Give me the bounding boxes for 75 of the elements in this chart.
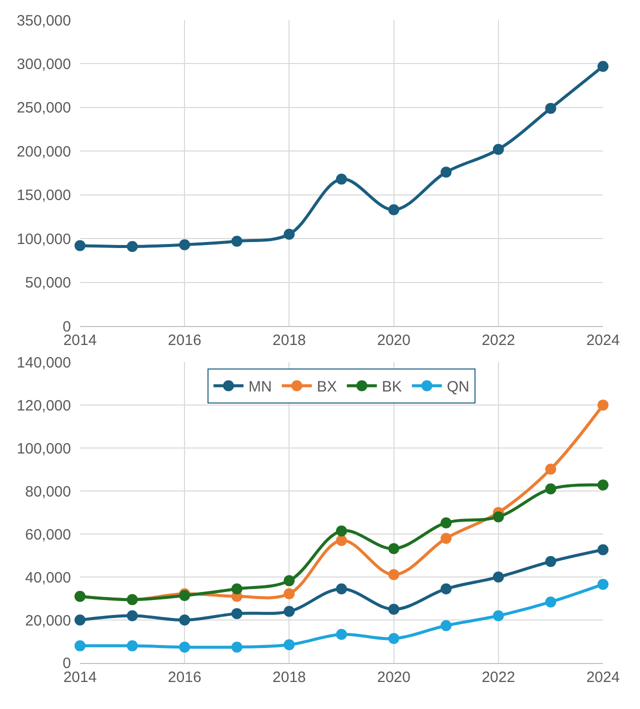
point bbox=[492, 511, 504, 522]
x-tick-label: 2022 bbox=[482, 332, 516, 350]
point bbox=[284, 228, 295, 240]
point bbox=[492, 144, 504, 155]
point bbox=[284, 575, 295, 586]
point bbox=[440, 583, 452, 594]
y-tick-label: 350,000 bbox=[16, 12, 71, 30]
y-tick-label: 100,000 bbox=[16, 440, 71, 458]
point bbox=[126, 610, 138, 622]
x-tick-label: 2018 bbox=[272, 332, 306, 350]
point bbox=[179, 642, 190, 653]
y-tick-label: 50,000 bbox=[25, 274, 71, 292]
x-tick-label: 2020 bbox=[377, 332, 410, 350]
point bbox=[388, 569, 400, 580]
point bbox=[284, 588, 295, 600]
point bbox=[388, 632, 400, 644]
point bbox=[440, 620, 452, 632]
point bbox=[336, 534, 347, 546]
x-tick-label: 2022 bbox=[482, 669, 516, 686]
point bbox=[440, 166, 452, 178]
y-tick-label: 300,000 bbox=[16, 56, 71, 73]
y-tick-label: 20,000 bbox=[25, 612, 71, 630]
y-tick-label: 60,000 bbox=[25, 526, 71, 544]
point bbox=[440, 532, 452, 544]
point bbox=[74, 614, 86, 626]
point bbox=[126, 240, 138, 252]
point bbox=[284, 606, 295, 617]
y-tick-label: 80,000 bbox=[25, 483, 71, 500]
x-tick-label: 2020 bbox=[377, 669, 410, 686]
point bbox=[440, 517, 452, 528]
point bbox=[598, 60, 608, 72]
point bbox=[231, 583, 242, 594]
point bbox=[598, 578, 608, 590]
point bbox=[545, 102, 556, 114]
y-tick-label: 120,000 bbox=[16, 397, 71, 414]
point bbox=[598, 544, 608, 556]
legend-label: MN bbox=[248, 378, 272, 396]
legend-label: BK bbox=[382, 378, 402, 396]
point bbox=[126, 640, 138, 652]
point bbox=[545, 464, 556, 475]
legend-label: QN bbox=[446, 378, 470, 396]
point bbox=[336, 526, 347, 537]
y-tick-label: 200,000 bbox=[16, 143, 71, 160]
y-tick-label: 40,000 bbox=[25, 569, 71, 586]
point bbox=[336, 583, 347, 594]
point bbox=[231, 642, 242, 653]
y-tick-label: 150,000 bbox=[16, 187, 71, 204]
point bbox=[545, 596, 556, 608]
y-tick-label: 100,000 bbox=[16, 230, 71, 248]
point bbox=[598, 400, 608, 411]
point bbox=[231, 608, 242, 620]
point bbox=[388, 204, 400, 216]
y-tick-label: 140,000 bbox=[16, 354, 71, 372]
x-tick-label: 2024 bbox=[586, 669, 620, 686]
point bbox=[179, 614, 190, 626]
legend-label: BX bbox=[316, 378, 337, 396]
x-tick-label: 2018 bbox=[272, 669, 306, 686]
x-tick-label: 2016 bbox=[168, 332, 202, 350]
point bbox=[284, 639, 295, 650]
point bbox=[598, 480, 608, 491]
point bbox=[336, 628, 347, 640]
point bbox=[179, 239, 190, 250]
point bbox=[545, 556, 556, 568]
point bbox=[545, 483, 556, 494]
point bbox=[336, 174, 347, 185]
x-tick-label: 2016 bbox=[168, 669, 202, 686]
point bbox=[492, 572, 504, 583]
point bbox=[492, 610, 504, 622]
point bbox=[231, 236, 242, 247]
point bbox=[74, 640, 86, 652]
x-tick-label: 2024 bbox=[586, 332, 620, 350]
point bbox=[388, 604, 400, 615]
point bbox=[388, 543, 400, 554]
y-tick-label: 250,000 bbox=[16, 100, 71, 117]
point bbox=[74, 240, 86, 252]
